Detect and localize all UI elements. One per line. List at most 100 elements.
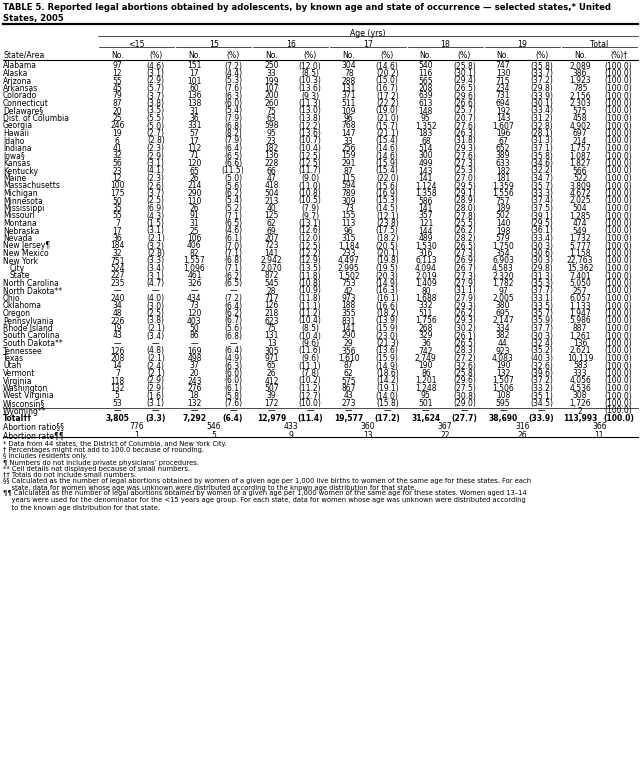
- Text: 213: 213: [264, 197, 279, 206]
- Text: (7.9): (7.9): [224, 136, 242, 146]
- Text: 17: 17: [363, 40, 373, 49]
- Text: (39.1): (39.1): [530, 211, 553, 221]
- Text: Colorado: Colorado: [3, 91, 37, 101]
- Text: (14.6): (14.6): [376, 144, 399, 153]
- Text: (6.0): (6.0): [224, 376, 242, 385]
- Text: 172: 172: [264, 399, 279, 408]
- Text: 44: 44: [498, 339, 508, 348]
- Text: (21.0): (21.0): [376, 114, 399, 123]
- Text: (33.5): (33.5): [530, 302, 553, 310]
- Text: 2,070: 2,070: [261, 264, 283, 273]
- Text: 56: 56: [112, 159, 122, 168]
- Text: 126: 126: [110, 347, 124, 355]
- Text: West Virginia: West Virginia: [3, 392, 54, 400]
- Text: 97: 97: [498, 286, 508, 296]
- Text: (13.8): (13.8): [299, 114, 322, 123]
- Text: 5,986: 5,986: [569, 317, 591, 326]
- Text: 2,025: 2,025: [569, 197, 591, 206]
- Text: 1,750: 1,750: [492, 241, 514, 251]
- Text: 189: 189: [495, 204, 510, 213]
- Text: 246: 246: [110, 122, 124, 131]
- Text: (30.3): (30.3): [530, 241, 553, 251]
- Text: (13.6): (13.6): [299, 84, 322, 93]
- Text: North Carolina: North Carolina: [3, 279, 59, 288]
- Text: (29.1): (29.1): [453, 189, 476, 198]
- Text: (13.1): (13.1): [299, 219, 322, 228]
- Text: 371: 371: [342, 91, 356, 101]
- Text: 43: 43: [344, 392, 354, 400]
- Text: 95: 95: [267, 129, 276, 138]
- Text: (3.1): (3.1): [147, 272, 165, 280]
- Text: Oregon: Oregon: [3, 309, 31, 318]
- Text: 144: 144: [419, 227, 433, 235]
- Text: 141: 141: [419, 204, 433, 213]
- Text: (29.4): (29.4): [453, 77, 476, 85]
- Text: (23.0): (23.0): [376, 331, 399, 341]
- Text: (7.0): (7.0): [224, 241, 242, 251]
- Text: 304: 304: [342, 61, 356, 70]
- Text: (9.6): (9.6): [301, 354, 319, 363]
- Text: 33: 33: [267, 69, 276, 78]
- Text: Texas: Texas: [3, 354, 24, 363]
- Text: (6.5): (6.5): [224, 152, 242, 160]
- Text: 309: 309: [342, 197, 356, 206]
- Text: (10.8): (10.8): [299, 279, 322, 288]
- Text: 227: 227: [110, 272, 124, 280]
- Text: 208: 208: [419, 84, 433, 93]
- Text: (9.0): (9.0): [301, 174, 319, 183]
- Text: 192: 192: [495, 107, 510, 115]
- Text: Missouri: Missouri: [3, 211, 35, 221]
- Text: (2.9): (2.9): [147, 376, 165, 385]
- Text: (30.6): (30.6): [530, 249, 553, 258]
- Text: 116: 116: [419, 69, 433, 78]
- Text: 1,556: 1,556: [492, 189, 514, 198]
- Text: (2.9): (2.9): [147, 384, 165, 393]
- Text: (15.4): (15.4): [376, 166, 399, 176]
- Text: 12: 12: [113, 69, 122, 78]
- Text: (100.0): (100.0): [605, 197, 633, 206]
- Text: 243: 243: [187, 376, 202, 385]
- Text: (15.8): (15.8): [376, 399, 399, 408]
- Text: (31.2): (31.2): [530, 114, 553, 123]
- Text: 1,087: 1,087: [569, 152, 591, 160]
- Text: 36: 36: [190, 114, 199, 123]
- Text: 565: 565: [419, 77, 433, 85]
- Text: (2.8): (2.8): [147, 136, 165, 146]
- Text: 545: 545: [264, 279, 279, 288]
- Text: 29: 29: [344, 339, 354, 348]
- Text: Kansas: Kansas: [3, 159, 30, 168]
- Text: No.: No.: [497, 51, 510, 60]
- Text: 131: 131: [264, 331, 279, 341]
- Text: (11.1): (11.1): [299, 361, 321, 371]
- Text: 131: 131: [342, 84, 356, 93]
- Text: 332: 332: [419, 302, 433, 310]
- Text: (2.4): (2.4): [147, 361, 165, 371]
- Text: 2,749: 2,749: [415, 354, 437, 363]
- Text: 308: 308: [573, 392, 587, 400]
- Text: (15.9): (15.9): [376, 354, 399, 363]
- Text: 26: 26: [267, 369, 276, 378]
- Text: New York: New York: [3, 256, 38, 265]
- Text: —: —: [152, 406, 160, 416]
- Text: 5,777: 5,777: [569, 241, 591, 251]
- Text: (30.1): (30.1): [530, 99, 553, 108]
- Text: Alabama: Alabama: [3, 61, 37, 70]
- Text: (30.3): (30.3): [530, 331, 553, 341]
- Text: 101: 101: [187, 77, 202, 85]
- Text: 2,156: 2,156: [569, 91, 591, 101]
- Text: (%): (%): [226, 51, 240, 60]
- Text: (25.3): (25.3): [453, 166, 476, 176]
- Text: (3.2): (3.2): [147, 241, 165, 251]
- Text: (25.8): (25.8): [453, 369, 476, 378]
- Text: 4,094: 4,094: [415, 264, 437, 273]
- Text: (100.0): (100.0): [605, 227, 633, 235]
- Text: (22.0): (22.0): [376, 174, 399, 183]
- Text: 36: 36: [112, 234, 122, 243]
- Text: 26: 26: [190, 174, 199, 183]
- Text: (27.9): (27.9): [453, 279, 476, 288]
- Text: 4,902: 4,902: [569, 122, 591, 131]
- Text: (4.6): (4.6): [224, 227, 242, 235]
- Text: 276: 276: [187, 384, 202, 393]
- Text: (2.6): (2.6): [147, 181, 165, 190]
- Text: (39.6): (39.6): [530, 369, 553, 378]
